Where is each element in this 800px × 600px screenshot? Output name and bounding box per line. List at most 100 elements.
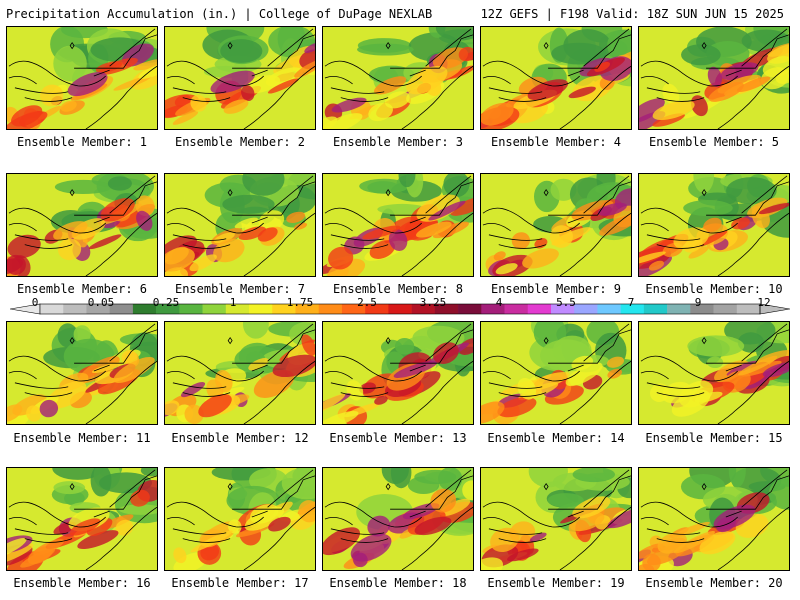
great-lakes-outline: [324, 207, 426, 249]
ensemble-member-label: Ensemble Member: 3: [332, 135, 464, 149]
st-lawrence-river: [741, 28, 788, 67]
ensemble-member-label: Ensemble Member: 14: [487, 431, 625, 445]
us-canada-border: [390, 329, 473, 364]
great-lakes-outline: [482, 501, 584, 543]
precipitation-field: [639, 468, 789, 570]
atlantic-coastline: [243, 360, 315, 424]
ensemble-member-map: [6, 321, 158, 425]
us-canada-border: [74, 181, 157, 216]
great-lakes-outline: [8, 355, 110, 397]
great-lakes-outline: [8, 60, 110, 102]
colorbar-swatch: [295, 304, 320, 314]
st-lawrence-river: [583, 28, 630, 67]
great-lakes-outline: [166, 207, 268, 249]
ensemble-member-label: Ensemble Member: 6: [16, 282, 148, 296]
ensemble-member-map: [164, 321, 316, 425]
ensemble-member-label: Ensemble Member: 5: [648, 135, 780, 149]
st-lawrence-river: [267, 28, 314, 67]
colorbar-swatch: [365, 304, 389, 314]
precipitation-field: [165, 468, 315, 570]
atlantic-coastline: [243, 212, 315, 276]
st-lawrence-river: [425, 28, 472, 67]
ensemble-member-map: [480, 467, 632, 571]
us-canada-border: [232, 181, 315, 216]
ensemble-member-map: [480, 321, 632, 425]
st-lawrence-river: [267, 175, 314, 214]
colorbar-tick-label: 1.75: [286, 296, 314, 309]
ensemble-member-label: Ensemble Member: 9: [490, 282, 622, 296]
atlantic-coastline: [717, 212, 789, 276]
station-marker: [543, 188, 549, 197]
ensemble-member-map: [164, 26, 316, 130]
colorbar-tick-label: 0: [31, 296, 39, 309]
great-lakes-outline: [640, 60, 742, 102]
ensemble-member-label: Ensemble Member: 12: [171, 431, 309, 445]
station-marker: [227, 482, 233, 491]
great-lakes-outline: [324, 60, 426, 102]
atlantic-coastline: [559, 506, 631, 570]
precipitation-field: [639, 174, 789, 276]
us-canada-border: [232, 329, 315, 364]
station-marker: [385, 41, 391, 50]
ensemble-member-label: Ensemble Member: 16: [13, 576, 151, 590]
colorbar-swatch: [40, 304, 64, 314]
atlantic-coastline: [85, 212, 157, 276]
ensemble-member-map: [164, 467, 316, 571]
station-marker: [701, 482, 707, 491]
colorbar-swatch: [249, 304, 273, 314]
precipitation-field: [165, 27, 315, 129]
ensemble-member-map: [6, 26, 158, 130]
ensemble-member-map: [638, 26, 790, 130]
colorbar-swatch: [388, 304, 412, 314]
ensemble-member-map: [638, 321, 790, 425]
st-lawrence-river: [109, 323, 156, 362]
atlantic-coastline: [717, 360, 789, 424]
st-lawrence-river: [109, 469, 156, 508]
station-marker: [69, 188, 75, 197]
ensemble-member-label: Ensemble Member: 11: [13, 431, 151, 445]
us-canada-border: [390, 475, 473, 510]
st-lawrence-river: [583, 175, 630, 214]
us-canada-border: [548, 34, 631, 69]
us-canada-border: [390, 181, 473, 216]
us-canada-border: [548, 181, 631, 216]
ensemble-member-label: Ensemble Member: 2: [174, 135, 306, 149]
station-marker: [385, 482, 391, 491]
us-canada-border: [706, 475, 789, 510]
station-marker: [701, 188, 707, 197]
ensemble-member-map: [6, 173, 158, 277]
colorbar-tick-label: 0.05: [87, 296, 115, 309]
ensemble-member-map: [480, 26, 632, 130]
ensemble-member-label: Ensemble Member: 13: [329, 431, 467, 445]
precipitation-field: [7, 322, 157, 424]
colorbar-swatch: [109, 304, 134, 314]
colorbar-swatch: [318, 304, 343, 314]
station-marker: [385, 188, 391, 197]
ensemble-member-map: [322, 467, 474, 571]
ensemble-member-map: [638, 173, 790, 277]
us-canada-border: [232, 475, 315, 510]
colorbar-swatch: [574, 304, 598, 314]
colorbar-swatch: [411, 304, 436, 314]
colorbar-tick-label: 3.25: [419, 296, 447, 309]
colorbar-swatch: [597, 304, 621, 314]
precipitation-field: [7, 174, 157, 276]
great-lakes-outline: [640, 355, 742, 397]
atlantic-coastline: [243, 65, 315, 129]
ensemble-member-label: Ensemble Member: 10: [645, 282, 783, 296]
st-lawrence-river: [267, 469, 314, 508]
colorbar-swatch: [550, 304, 575, 314]
us-canada-border: [548, 329, 631, 364]
ensemble-member-label: Ensemble Member: 20: [645, 576, 783, 590]
great-lakes-outline: [482, 60, 584, 102]
great-lakes-outline: [8, 207, 110, 249]
great-lakes-outline: [482, 355, 584, 397]
colorbar-swatch: [667, 304, 691, 314]
colorbar-swatch: [272, 304, 296, 314]
station-marker: [227, 41, 233, 50]
colorbar-swatch: [179, 304, 203, 314]
ensemble-member-map: [638, 467, 790, 571]
colorbar-swatch: [620, 304, 645, 314]
atlantic-coastline: [559, 212, 631, 276]
colorbar-swatch: [341, 304, 366, 314]
